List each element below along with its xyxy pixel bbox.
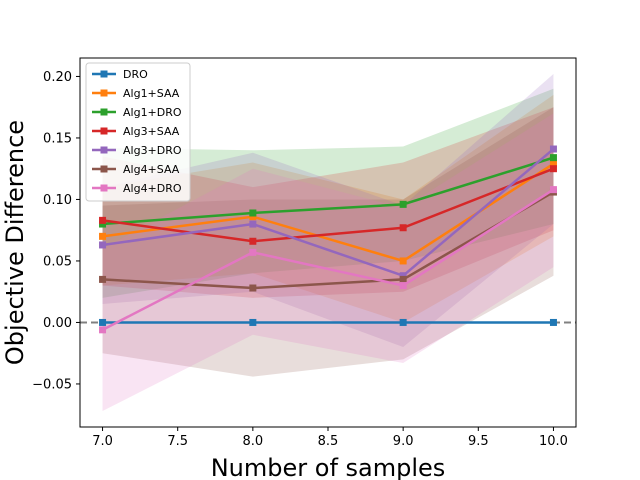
point-2-2 <box>399 200 407 208</box>
point-6-3 <box>549 186 557 194</box>
legend-swatch-marker <box>100 127 108 135</box>
legend-swatch-marker <box>100 146 108 154</box>
point-0-2 <box>399 318 407 326</box>
point-1-1 <box>249 213 257 221</box>
point-6-1 <box>249 248 257 256</box>
point-3-2 <box>399 224 407 232</box>
point-1-0 <box>99 232 107 240</box>
point-6-0 <box>99 326 107 334</box>
y-axis-label: Objective Difference <box>1 120 29 365</box>
legend-entry-label: Alg1+SAA <box>123 87 180 100</box>
band-6 <box>102 113 554 412</box>
y-tick-label: 0.00 <box>43 316 72 331</box>
legend-entry-label: Alg3+SAA <box>123 125 180 138</box>
point-3-0 <box>99 216 107 224</box>
series-line-6 <box>101 188 555 331</box>
y-tick-label: 0.10 <box>43 193 72 208</box>
x-tick-label: 8.5 <box>318 434 339 449</box>
y-tick-label: −0.05 <box>32 377 72 392</box>
point-5-1 <box>249 284 257 292</box>
band-4 <box>102 73 554 348</box>
x-axis-ticks: 7.0 7.5 8.0 8.5 9.0 9.5 10.0 <box>92 427 568 449</box>
y-tick-label: 0.15 <box>43 131 72 146</box>
x-tick-label: 7.5 <box>167 434 188 449</box>
series-lines <box>99 145 557 334</box>
point-5-0 <box>99 275 107 283</box>
point-1-3 <box>549 160 557 168</box>
point-4-1 <box>249 220 257 228</box>
point-3-3 <box>549 165 557 173</box>
y-tick-label: 0.20 <box>43 70 72 85</box>
x-tick-label: 10.0 <box>539 434 568 449</box>
x-axis-label: Number of samples <box>211 454 446 480</box>
x-tick-label: 8.0 <box>243 434 264 449</box>
legend-swatch-marker <box>100 89 108 97</box>
legend-swatch-marker <box>100 165 108 173</box>
point-4-0 <box>99 241 107 249</box>
legend-entry-label: Alg1+DRO <box>123 106 182 119</box>
point-4-2 <box>399 272 407 280</box>
point-6-2 <box>399 282 407 290</box>
band-5 <box>102 107 554 377</box>
point-2-0 <box>99 220 107 228</box>
x-tick-label: 7.0 <box>92 434 113 449</box>
point-0-0 <box>99 318 107 326</box>
series-line-4 <box>102 148 555 278</box>
legend-entry-label: Alg4+DRO <box>123 182 182 195</box>
y-tick-label: 0.05 <box>43 254 72 269</box>
series-line-3 <box>102 167 554 243</box>
legend: DRO Alg1+SAA Alg1+DRO Alg3+SAA Alg3+DRO Alg4+… <box>85 62 191 202</box>
point-4-3 <box>549 145 557 153</box>
legend-entry-label: Alg3+DRO <box>123 144 182 157</box>
y-axis-ticks: −0.05 0.00 0.05 0.10 0.15 0.20 <box>32 70 80 392</box>
point-0-3 <box>549 318 557 326</box>
point-3-1 <box>249 237 257 245</box>
point-2-3 <box>549 154 557 162</box>
legend-box <box>85 62 191 202</box>
legend-swatch-marker <box>100 70 108 78</box>
x-tick-label: 9.0 <box>393 434 414 449</box>
legend-swatch-marker <box>100 184 108 192</box>
band-3 <box>102 107 554 298</box>
series-line-5 <box>102 190 555 290</box>
point-2-1 <box>249 209 257 217</box>
x-tick-label: 9.5 <box>468 434 489 449</box>
legend-entry-label: DRO <box>123 68 148 81</box>
series-line-2 <box>102 156 554 226</box>
point-1-2 <box>399 257 407 265</box>
legend-entry-label: Alg4+SAA <box>123 163 180 176</box>
point-0-1 <box>249 318 257 326</box>
legend-swatch-marker <box>100 108 108 116</box>
point-5-2 <box>399 275 407 283</box>
